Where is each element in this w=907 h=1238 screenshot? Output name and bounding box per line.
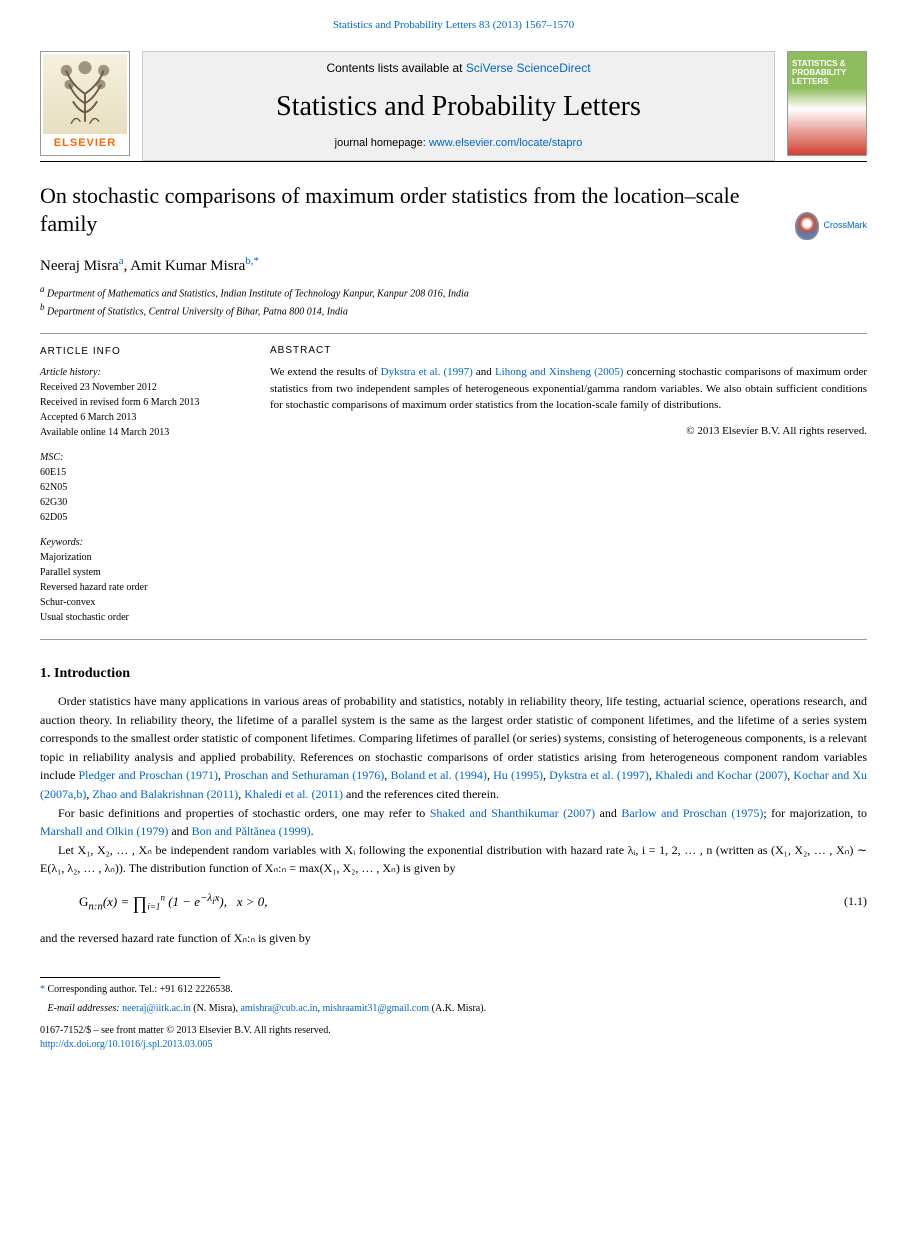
journal-header: ELSEVIER Contents lists available at Sci… xyxy=(40,51,867,160)
equation-row: Gn:n(x) = ∏i=1n (1 − e−λix), x > 0, (1.1… xyxy=(0,878,907,925)
journal-cover-thumbnail[interactable]: STATISTICS & PROBABILITY LETTERS xyxy=(787,51,867,156)
author-affiliation-sup[interactable]: b,* xyxy=(245,255,259,267)
history-revised: Received in revised form 6 March 2013 xyxy=(40,395,240,410)
crossmark-badge[interactable]: CrossMark xyxy=(795,212,867,240)
history-available: Available online 14 March 2013 xyxy=(40,425,240,440)
keyword: Schur-convex xyxy=(40,595,240,610)
msc-code: 60E15 xyxy=(40,465,240,480)
citation-link[interactable]: Dykstra et al. (1997) xyxy=(549,768,649,782)
citation-link[interactable]: Barlow and Proschan (1975) xyxy=(621,806,763,820)
citation-link[interactable]: Pledger and Proschan (1971) xyxy=(79,768,218,782)
article-title: On stochastic comparisons of maximum ord… xyxy=(40,182,795,239)
keyword: Usual stochastic order xyxy=(40,610,240,625)
body-paragraph: Let X₁, X₂, … , Xₙ be independent random… xyxy=(0,841,907,878)
journal-name: Statistics and Probability Letters xyxy=(155,77,762,136)
citation-link[interactable]: Khaledi et al. (2011) xyxy=(244,787,343,801)
top-citation: Statistics and Probability Letters 83 (2… xyxy=(0,0,907,41)
equation-number: (1.1) xyxy=(844,893,867,910)
doi-block: 0167-7152/$ – see front matter © 2013 El… xyxy=(0,1016,907,1072)
equation: Gn:n(x) = ∏i=1n (1 − e−λix), x > 0, xyxy=(40,888,268,915)
author-name: Amit Kumar Misra xyxy=(130,258,245,274)
msc-code: 62D05 xyxy=(40,510,240,525)
email-link[interactable]: neeraj@iitk.ac.in xyxy=(122,1003,191,1014)
article-info-header: ARTICLE INFO xyxy=(40,344,240,359)
header-center-panel: Contents lists available at SciVerse Sci… xyxy=(142,51,775,160)
author-affiliation-sup[interactable]: a xyxy=(119,255,124,267)
doi-link[interactable]: http://dx.doi.org/10.1016/j.spl.2013.03.… xyxy=(40,1039,212,1050)
homepage-link[interactable]: www.elsevier.com/locate/stapro xyxy=(429,137,582,149)
copyright-line: © 2013 Elsevier B.V. All rights reserved… xyxy=(270,424,867,439)
body-paragraph: For basic definitions and properties of … xyxy=(0,804,907,841)
citation-link[interactable]: Lihong and Xinsheng (2005) xyxy=(495,366,624,378)
authors-line: Neeraj Misraa, Amit Kumar Misrab,* xyxy=(40,254,867,277)
sciencedirect-link[interactable]: SciVerse ScienceDirect xyxy=(466,61,591,75)
history-label: Article history: xyxy=(40,365,240,380)
msc-code: 62G30 xyxy=(40,495,240,510)
email-link[interactable]: amishra@cub.ac.in xyxy=(240,1003,317,1014)
citation-link[interactable]: Dykstra et al. (1997) xyxy=(381,366,473,378)
citation-link[interactable]: Shaked and Shanthikumar (2007) xyxy=(430,806,595,820)
citation-link[interactable]: Boland et al. (1994) xyxy=(390,768,486,782)
corresponding-author-footnote: * Corresponding author. Tel.: +91 612 22… xyxy=(0,978,907,997)
contents-available: Contents lists available at SciVerse Sci… xyxy=(155,60,762,77)
email-footnote: E-mail addresses: neeraj@iitk.ac.in (N. … xyxy=(0,997,907,1016)
cover-title-text: STATISTICS & PROBABILITY LETTERS xyxy=(792,60,862,86)
front-matter-line: 0167-7152/$ – see front matter © 2013 El… xyxy=(40,1024,867,1038)
citation-link[interactable]: Bon and Pǎltǎnea (1999) xyxy=(192,824,311,838)
elsevier-text: ELSEVIER xyxy=(54,134,116,153)
email-link[interactable]: mishraamit31@gmail.com xyxy=(322,1003,429,1014)
elsevier-tree-icon xyxy=(43,54,127,134)
keywords-label: Keywords: xyxy=(40,535,240,550)
keyword: Majorization xyxy=(40,550,240,565)
body-paragraph: and the reversed hazard rate function of… xyxy=(0,925,907,948)
citation-link[interactable]: Statistics and Probability Letters 83 (2… xyxy=(333,19,574,31)
msc-code: 62N05 xyxy=(40,480,240,495)
abstract-column: ABSTRACT We extend the results of Dykstr… xyxy=(270,344,867,625)
citation-link[interactable]: Hu (1995) xyxy=(493,768,543,782)
msc-label: MSC: xyxy=(40,450,240,465)
history-accepted: Accepted 6 March 2013 xyxy=(40,410,240,425)
citation-link[interactable]: Marshall and Olkin (1979) xyxy=(40,824,168,838)
crossmark-icon xyxy=(795,212,819,240)
crossmark-label: CrossMark xyxy=(823,219,867,232)
citation-link[interactable]: Proschan and Sethuraman (1976) xyxy=(224,768,384,782)
abstract-text: We extend the results of Dykstra et al. … xyxy=(270,364,867,414)
affiliations: a Department of Mathematics and Statisti… xyxy=(40,283,867,320)
body-paragraph: Order statistics have many applications … xyxy=(0,692,907,804)
article-info: ARTICLE INFO Article history: Received 2… xyxy=(40,344,240,625)
section-heading: 1. Introduction xyxy=(0,640,907,692)
homepage-line: journal homepage: www.elsevier.com/locat… xyxy=(155,136,762,151)
keyword: Reversed hazard rate order xyxy=(40,580,240,595)
keyword: Parallel system xyxy=(40,565,240,580)
citation-link[interactable]: Zhao and Balakrishnan (2011) xyxy=(92,787,238,801)
history-received: Received 23 November 2012 xyxy=(40,380,240,395)
author-name: Neeraj Misra xyxy=(40,258,119,274)
citation-link[interactable]: Khaledi and Kochar (2007) xyxy=(655,768,787,782)
elsevier-logo[interactable]: ELSEVIER xyxy=(40,51,130,156)
abstract-header: ABSTRACT xyxy=(270,344,867,358)
